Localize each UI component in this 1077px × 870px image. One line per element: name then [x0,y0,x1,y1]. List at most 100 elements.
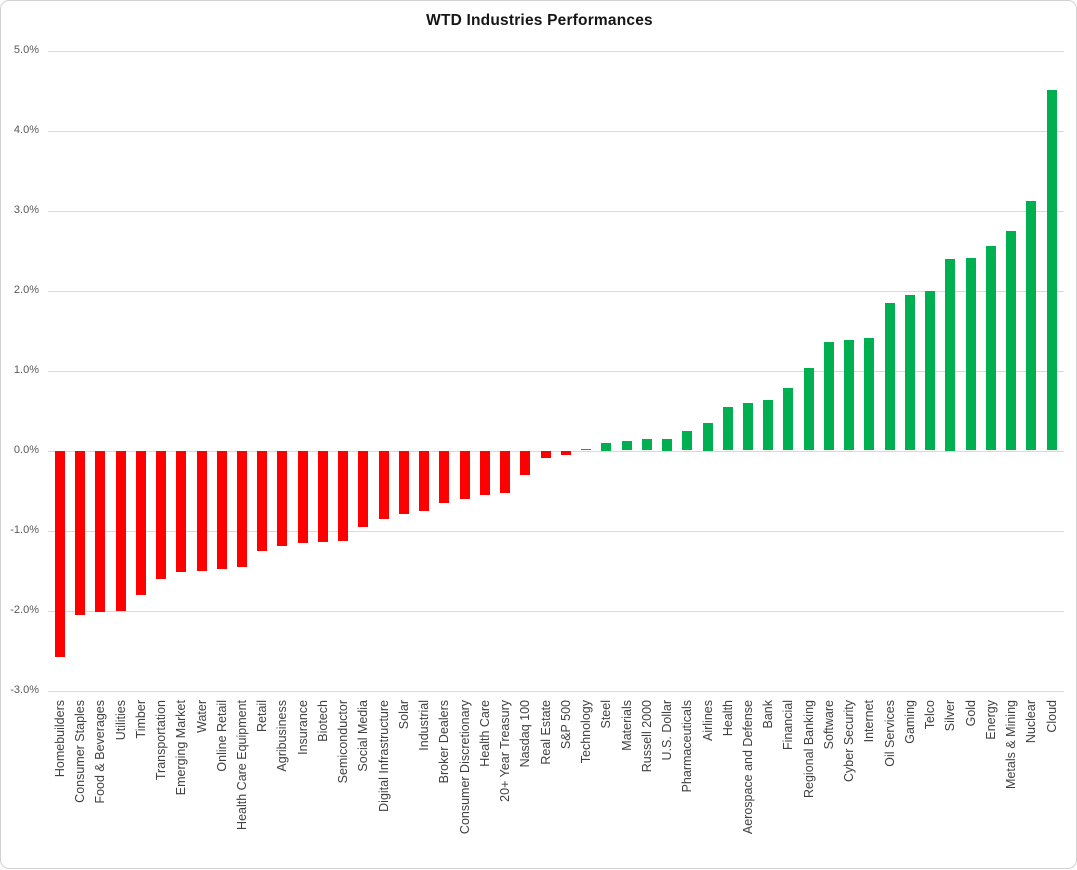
y-tick-label: -1.0% [10,523,39,536]
x-axis-label: Cyber Security [842,700,857,782]
x-axis-label: Retail [255,700,270,732]
y-tick-label: 4.0% [13,123,39,136]
y-tick-label: 2.0% [13,283,39,296]
bar-software [823,341,834,451]
x-axis-label: Biotech [315,700,330,742]
gridline [48,530,1064,532]
bar-insurance [297,450,308,544]
bar-airlines [702,422,713,451]
bar-digital-infrastructure [378,450,389,519]
bar-nuclear [1026,200,1037,451]
bar-solar [398,450,409,514]
chart-title: WTD Industries Performances [426,12,653,29]
bar-silver [945,258,956,451]
x-axis-label: Digital Infrastructure [376,700,391,812]
gridline [48,690,1064,692]
bar-cyber-security [844,340,855,451]
bar-technology [581,448,591,451]
bar-u-s-dollar [662,438,672,451]
x-axis-label: U.S. Dollar [660,700,674,761]
bar-oil-services [884,303,895,451]
x-axis-label: Silver [943,700,958,732]
x-axis-label: Financial [781,700,796,751]
bar-aerospace-and-defense [743,403,753,451]
x-axis-label: Consumer Staples [73,700,87,803]
x-axis-label: S&P 500 [558,700,573,750]
x-axis-label: Health Care Equipment [235,700,249,830]
bar-telco [925,291,936,451]
bar-20-year-treasury [500,450,511,493]
bar-food-beverages [95,450,106,613]
bar-nasdaq-100 [520,450,531,475]
x-axis-label: Regional Banking [801,700,816,798]
x-axis-label: Nasdaq 100 [518,700,533,768]
y-tick-label: 0.0% [13,443,39,456]
x-axis-label: Energy [983,700,998,740]
x-axis-label: Pharmaceuticals [680,700,695,793]
x-axis-label: Gaming [902,700,917,744]
y-tick-label: -2.0% [10,603,39,616]
bar-biotech [317,450,328,542]
x-axis-label: Airlines [700,700,715,741]
bar-russell-2000 [641,439,652,451]
x-axis-label: Semiconductor [336,700,351,784]
x-axis-label: Transportation [154,700,168,781]
x-axis-label: Food & Beverages [93,700,108,804]
x-axis-label: Steel [599,700,614,729]
x-axis-label: Technology [579,700,593,764]
bar-timber [135,450,146,595]
y-tick-label: 1.0% [13,363,39,376]
bar-real-estate [540,450,551,458]
x-axis-label: Nuclear [1024,700,1039,744]
x-axis-label: Internet [862,700,877,743]
bar-financial [783,388,794,451]
bar-industrial [419,450,430,511]
bar-metals-mining [1006,231,1017,451]
x-axis-label: Broker Dealers [437,700,452,784]
bar-emerging-market [176,450,187,573]
x-axis-label: Materials [619,700,634,751]
gridline [48,450,1064,452]
bar-transportation [156,450,166,580]
x-axis-label: Cloud [1044,700,1059,733]
bar-utilities [115,450,126,611]
bar-internet [864,337,875,451]
x-axis-label: Utilities [113,700,128,741]
x-axis-label: Water [194,700,209,733]
gridline [48,50,1064,52]
bar-regional-banking [803,368,814,451]
x-axis-label: 20+ Year Treasury [498,700,513,802]
gridline [48,210,1064,212]
x-axis-label: Homebuilders [52,700,67,778]
x-axis-label: Insurance [295,700,310,755]
x-axis-label: Social Media [356,700,371,772]
bar-homebuilders [54,450,65,657]
bar-retail [257,450,268,552]
x-axis-label: Real Estate [538,700,553,765]
x-axis-label: Telco [923,700,938,730]
x-axis-label: Solar [396,700,411,730]
x-axis-label: Industrial [417,700,432,751]
bar-health [722,407,733,451]
bar-health-care-equipment [237,450,247,567]
bar-water [196,450,207,571]
x-axis-label: Aerospace and Defense [741,700,755,835]
x-axis-label: Metals & Mining [1004,700,1019,789]
gridline [48,610,1064,612]
x-axis-label: Oil Services [882,700,897,767]
x-axis-label: Gold [963,700,978,727]
bar-energy [985,245,996,451]
y-tick-label: -3.0% [10,683,39,696]
bar-gaming [904,295,915,451]
bar-agribusiness [277,450,288,546]
x-axis-label: Health Care [477,700,492,767]
bar-health-care [479,450,490,495]
bar-online-retail [216,450,227,569]
bar-pharmaceuticals [682,431,693,451]
x-axis-label: Emerging Market [174,700,189,796]
x-axis-label: Software [821,700,836,750]
bar-consumer-discretionary [459,450,470,499]
gridline [48,370,1064,372]
gridline [48,290,1064,292]
x-axis-label: Timber [133,700,148,739]
